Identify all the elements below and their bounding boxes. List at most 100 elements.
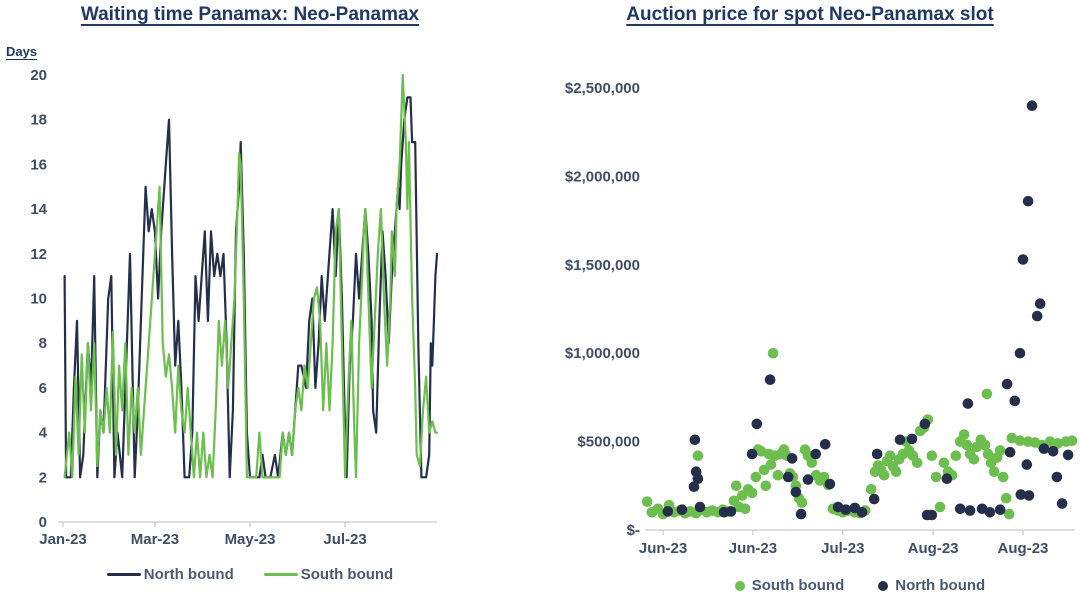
data-point — [824, 478, 836, 490]
data-point — [981, 388, 993, 400]
y-axis-tick-label: 8 — [39, 335, 47, 352]
data-point — [930, 471, 942, 483]
data-point — [767, 347, 779, 359]
legend-item-north-bound: North bound — [106, 566, 234, 583]
data-point — [934, 501, 946, 513]
data-point — [692, 473, 704, 485]
data-point — [818, 471, 830, 483]
x-axis-tick-label: Jun-23 — [729, 540, 777, 557]
north-bound-points — [662, 100, 1074, 521]
legend-item-south-bound: South bound — [263, 566, 393, 583]
x-axis-tick-label: Aug-23 — [908, 540, 959, 557]
data-point — [1052, 438, 1064, 449]
data-point — [894, 434, 906, 446]
data-point — [641, 496, 653, 508]
data-point — [994, 504, 1006, 515]
legend-label-north-bound: North bound — [143, 566, 234, 583]
y-axis-tick-label: $500,000 — [577, 434, 640, 451]
data-point — [988, 466, 1000, 478]
x-axis-tick-label: Jul-23 — [323, 531, 366, 548]
data-point — [802, 474, 814, 485]
data-point — [865, 484, 877, 495]
data-point — [746, 448, 758, 460]
data-point — [1023, 490, 1035, 501]
data-point — [1034, 298, 1046, 310]
waiting-time-line-plot: 0 2 4 6 8 10 12 14 16 18 20 Jan-23 Mar-23 May-23 Jul-2… — [30, 67, 439, 548]
y-axis-tick-label: 18 — [30, 112, 47, 129]
y-axis-tick-label: $1,000,000 — [565, 345, 640, 362]
x-axis-tick-label: Jun-23 — [639, 540, 687, 557]
south-bound-dot-swatch — [734, 580, 745, 591]
x-axis-tick-label: May-23 — [225, 531, 276, 548]
data-point — [984, 507, 996, 518]
legend-label-south-bound: South bound — [751, 577, 845, 594]
data-point — [878, 469, 890, 481]
data-point — [982, 448, 994, 460]
data-point — [941, 473, 953, 485]
data-point — [1004, 446, 1016, 458]
legend-item-north-bound-dots: North bound — [878, 577, 985, 594]
data-point — [806, 457, 818, 469]
data-point — [795, 508, 807, 520]
data-point — [1062, 449, 1074, 461]
y-axis-tick-label: 14 — [30, 201, 47, 218]
data-point — [906, 433, 918, 445]
y-axis-tick-label: $1,500,000 — [565, 257, 640, 274]
data-point — [810, 448, 821, 460]
data-point — [1003, 508, 1015, 520]
data-point — [739, 503, 751, 515]
data-point — [962, 398, 974, 409]
south-bound-line — [63, 73, 439, 479]
data-point — [926, 509, 938, 521]
data-point — [1021, 459, 1033, 470]
x-axis-tick-label: Aug-23 — [998, 540, 1049, 557]
data-point — [994, 445, 1006, 456]
data-point — [1006, 432, 1018, 444]
data-point — [689, 434, 701, 446]
data-point — [968, 454, 980, 465]
legend-item-south-bound-dots: South bound — [734, 577, 845, 594]
data-point — [1038, 443, 1050, 455]
y-axis-tick-label: 20 — [30, 67, 47, 84]
north-bound-dot-swatch — [878, 580, 889, 591]
data-point — [926, 450, 938, 462]
data-point — [1014, 347, 1026, 359]
data-point — [1056, 498, 1068, 509]
data-point — [997, 471, 1009, 483]
data-point — [938, 457, 950, 469]
x-axis-tick-label: Mar-23 — [131, 531, 179, 548]
y-axis-tick-label: 4 — [39, 425, 48, 442]
y-axis-tick-label: 16 — [30, 156, 47, 173]
data-point — [662, 506, 674, 517]
y-axis-tick-label: 10 — [30, 291, 47, 308]
data-point — [961, 439, 973, 451]
waiting-time-legend: North bound South bound — [0, 566, 500, 583]
data-point — [1022, 195, 1034, 207]
data-point — [688, 481, 700, 493]
data-point — [868, 493, 880, 505]
data-point — [1001, 378, 1013, 390]
data-point — [950, 450, 962, 462]
data-point — [1017, 254, 1029, 265]
data-point — [979, 439, 991, 451]
data-point — [796, 497, 808, 508]
north-bound-line — [63, 96, 439, 479]
data-point — [1014, 435, 1026, 447]
y-axis-tick-label: 2 — [39, 469, 47, 486]
data-point — [1000, 492, 1012, 504]
data-point — [954, 503, 966, 515]
y-axis-tick-label: 12 — [30, 246, 47, 263]
waiting-time-chart-panel: Waiting time Panamax: Neo-Panamax Days 0… — [0, 4, 500, 583]
data-point — [786, 453, 798, 464]
data-point — [1051, 471, 1063, 483]
data-point — [856, 507, 868, 518]
data-point — [746, 487, 758, 499]
data-point — [751, 418, 763, 430]
data-point — [1009, 395, 1021, 407]
data-point — [782, 471, 794, 483]
data-point — [1066, 435, 1078, 447]
data-point — [760, 480, 772, 492]
data-point — [919, 418, 931, 430]
data-point — [871, 448, 883, 460]
x-axis-tick-label: Jul-23 — [821, 540, 864, 557]
